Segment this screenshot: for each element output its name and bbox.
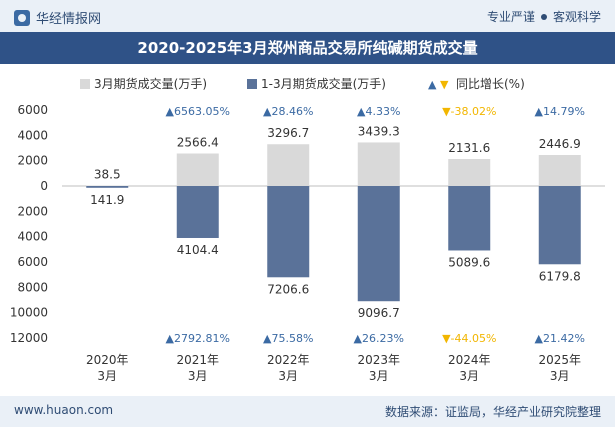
growth-monthly-label: ▲14.79% [535,105,585,118]
growth-cumulative-label: ▲21.42% [535,332,585,345]
x-tick-label-year: 2020年 [86,353,129,367]
bar-cumulative [86,186,129,188]
y-tick-label: 6000 [17,103,48,117]
brand-name: 华经情报网 [36,12,102,27]
bar-cumulative [357,186,400,302]
x-tick-label-month: 3月 [278,369,298,383]
chart: 3月期货成交量(万手) 1-3月期货成交量(万手) ▲ ▼ 同比增长(%) 6000 400… [10,76,605,383]
x-tick-label-month: 3月 [459,369,479,383]
brand-logo-icon [14,9,30,26]
bar-monthly-value-label: 2131.6 [448,141,490,155]
bar-monthly [267,144,310,186]
bar-monthly-value-label: 2446.9 [539,137,581,151]
slogan-left: 专业严谨 [486,10,535,24]
growth-cumulative-label: ▲2792.81% [166,332,230,345]
bar-monthly [357,142,400,186]
slogan-right: 客观科学 [552,10,601,24]
data-source: 数据来源：证监局，华经产业研究院整理 [384,405,601,419]
x-tick-label-year: 2025年 [538,353,581,367]
legend-swatch-monthly [80,79,90,89]
legend-arrow-up-icon: ▲ [428,78,437,91]
y-tick-label: 4000 [17,230,48,244]
slogan: 专业严谨 客观科学 [487,8,601,25]
growth-monthly-label: ▲28.46% [263,105,313,118]
x-tick-label-year: 2021年 [176,353,219,367]
bar-monthly [176,153,219,186]
growth-monthly-label: ▲6563.05% [166,105,230,118]
website-link[interactable]: www.huaon.com [14,403,114,417]
y-tick-label: 8000 [17,280,48,294]
brand: 华经情报网 [14,8,101,27]
bar-monthly [448,158,491,186]
bar-monthly-value-label: 3296.7 [267,126,309,140]
bar-cumulative [267,186,310,278]
bar-cumulative-value-label: 9096.7 [358,306,400,320]
x-tick-label-month: 3月 [188,369,208,383]
top-bar: 华经情报网 专业严谨 客观科学 [0,0,615,32]
growth-cumulative-label: ▲26.23% [354,332,404,345]
y-tick-label: 6000 [17,255,48,269]
y-tick-label: 2000 [17,204,48,218]
bar-cumulative [176,186,219,238]
growth-cumulative-label: ▼-44.05% [442,332,496,345]
legend-label-growth: 同比增长(%) [456,77,525,91]
x-tick-label-month: 3月 [550,369,570,383]
y-tick-label: 2000 [17,154,48,168]
bar-monthly-value-label: 2566.4 [177,135,219,149]
bar-cumulative-value-label: 7206.6 [267,282,309,296]
bar-monthly-value-label: 38.5 [94,168,121,182]
bar-cumulative-value-label: 5089.6 [448,255,490,269]
y-tick-label: 10000 [10,306,48,320]
bar-cumulative [538,186,581,265]
legend-label-monthly: 3月期货成交量(万手) [94,76,207,91]
growth-cumulative-label: ▲75.58% [263,332,313,345]
bar-cumulative-value-label: 4104.4 [177,243,219,257]
bar-monthly [538,155,581,186]
growth-monthly-label: ▼-38.02% [442,105,496,118]
legend-swatch-cumulative [247,79,257,89]
y-tick-label: 4000 [17,128,48,142]
bar-monthly-value-label: 3439.3 [358,124,400,138]
x-tick-label-month: 3月 [369,369,389,383]
legend-label-cumulative: 1-3月期货成交量(万手) [261,76,386,91]
chart-title: 2020-2025年3月郑州商品交易所纯碱期货成交量 [0,32,615,64]
bar-cumulative [448,186,491,251]
bar-cumulative-value-label: 6179.8 [539,269,581,283]
y-tick-label: 12000 [10,331,48,345]
legend-arrow-down-icon: ▼ [440,78,449,91]
footer: www.huaon.com 数据来源：证监局，华经产业研究院整理 [0,396,615,427]
x-tick-label-year: 2024年 [448,353,491,367]
separator-dot-icon [540,13,547,20]
x-tick-label-year: 2022年 [267,353,310,367]
growth-monthly-label: ▲4.33% [357,105,400,118]
x-tick-label-year: 2023年 [357,353,400,367]
y-tick-label: 0 [40,179,48,193]
bar-cumulative-value-label: 141.9 [90,193,124,207]
x-tick-label-month: 3月 [97,369,117,383]
